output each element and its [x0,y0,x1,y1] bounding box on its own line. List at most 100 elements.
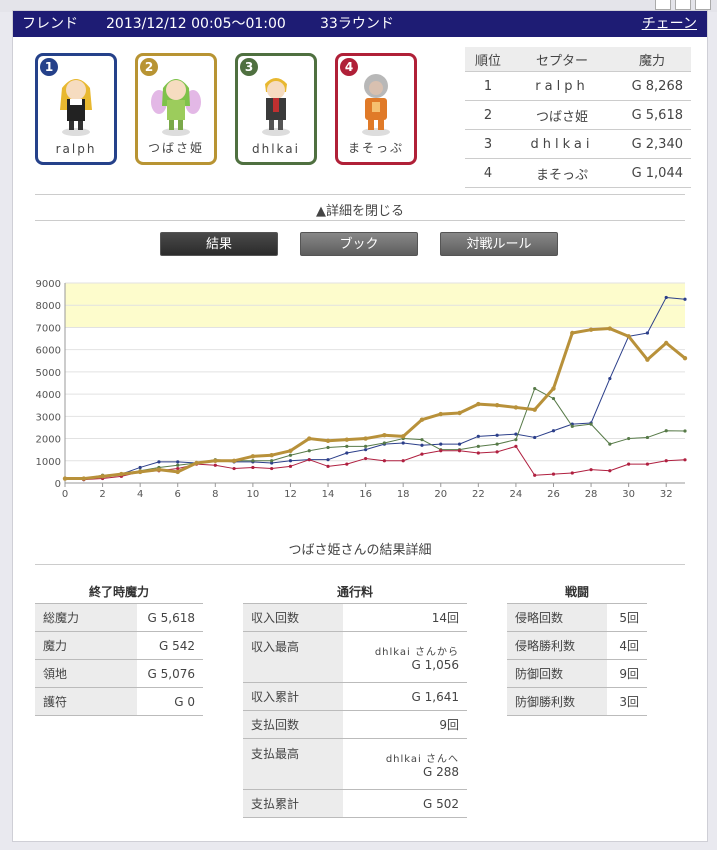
window-square-icon[interactable] [695,0,711,10]
series-point [232,466,236,471]
detail-value: G 0 [137,687,203,716]
player-avatar-icon [362,74,390,136]
x-tick-label: 12 [284,489,297,500]
ranking-header-row: 順位 セプター 魔力 [465,47,691,72]
series-point [608,442,612,446]
series-point [589,422,593,426]
rank-value: 2 [465,100,511,130]
rank-magic: G 2,340 [613,129,691,159]
detail-value: G 542 [137,631,203,660]
rank-value: 4 [465,158,511,188]
x-tick-label: 0 [62,489,68,500]
series-point [476,444,480,448]
series-point [176,463,180,467]
series-point [269,453,274,458]
detail-row: 収入累計 G 1,641 [243,682,467,711]
series-point [476,401,481,407]
series-point [270,459,274,463]
player-number-badge: 3 [240,58,258,76]
tab-battle-rules[interactable]: 対戦ルール [440,232,558,256]
round-count: 33ラウンド [320,16,394,32]
x-tick-label: 6 [175,489,181,500]
tab-result[interactable]: 結果 [160,232,278,256]
player-card-3[interactable]: 3 dhlkai [235,53,317,165]
series-point [326,464,330,468]
x-tick-label: 22 [472,489,485,500]
y-tick-label: 5000 [36,368,61,379]
series-point [307,458,311,462]
series-point [307,436,312,441]
detail-row: 支払最高 dhlkai さんへ G 288 [243,738,467,790]
series-point [364,444,368,448]
series-point [664,295,668,300]
series-point [495,433,499,437]
player-card-2[interactable]: 2 つばさ姫 [135,53,217,165]
player-card-4[interactable]: 4 まそっぷ [335,53,417,165]
player-number-badge: 4 [340,58,358,76]
player-name: つばさ姫 [147,141,204,155]
x-tick-label: 4 [137,489,143,500]
player-name: ralph [55,142,97,156]
series-point [420,452,424,456]
series-point [251,465,255,470]
series-point [270,466,274,471]
series-point [664,459,668,463]
series-point [494,403,500,408]
player-card-1[interactable]: 1 ralph [35,53,117,165]
series-point [157,460,161,464]
series-point [176,460,180,464]
series-point [551,429,556,433]
series-point [344,437,350,442]
player-name: dhlkai [252,142,300,156]
y-tick-label: 9000 [36,279,61,290]
detail-key: 護符 [35,687,137,716]
rank-player-name: ralph [511,71,613,101]
series-point [533,473,537,477]
series-point [683,429,687,433]
series-point [100,474,105,479]
series-point [627,436,631,441]
series-point [175,469,180,475]
ranking-row: 4 まそっぷ G 1,044 [465,158,691,188]
player-avatar-icon [262,78,290,136]
toggle-details-link[interactable]: ▲詳細を閉じる [316,204,404,219]
rank-magic: G 1,044 [613,158,691,188]
series-point [645,435,650,440]
detail-row: 侵略勝利数 4回 [507,631,647,660]
series-point [627,462,631,466]
series-point [589,468,593,472]
series-point [683,458,687,462]
detail-key: 防御回数 [507,659,607,688]
ranking-row: 3 dhlkai G 2,340 [465,129,691,159]
series-line [64,296,686,481]
window-square-icon[interactable] [655,0,671,10]
detail-value: G 288 [422,764,459,779]
series-point [307,449,311,453]
series-point [156,467,162,472]
series-point [457,449,462,453]
rank-magic: G 8,268 [613,71,691,101]
series-point [645,462,650,466]
col-name: セプター [511,47,613,72]
series-point [495,450,499,454]
series-point [664,429,668,433]
detail-row: 護符 G 0 [35,687,203,716]
y-tick-label: 1000 [36,457,61,468]
series-point [551,386,556,391]
series-point [194,460,199,466]
detail-key: 防御勝利数 [507,687,607,716]
series-point [551,472,556,476]
series-point [420,438,424,442]
rank-player-name: まそっぷ [511,158,613,188]
window-square-icon[interactable] [675,0,691,10]
series-point [607,326,613,331]
x-tick-label: 16 [359,489,372,500]
chain-link[interactable]: チェーン [641,16,697,32]
detail-key: 総魔力 [35,604,137,632]
y-tick-label: 0 [55,479,61,490]
rank-value: 3 [465,129,511,159]
detail-from: dhlkai さんから [374,646,459,658]
y-tick-label: 4000 [36,390,61,401]
detail-key: 収入回数 [243,604,343,632]
tab-book[interactable]: ブック [300,232,418,256]
